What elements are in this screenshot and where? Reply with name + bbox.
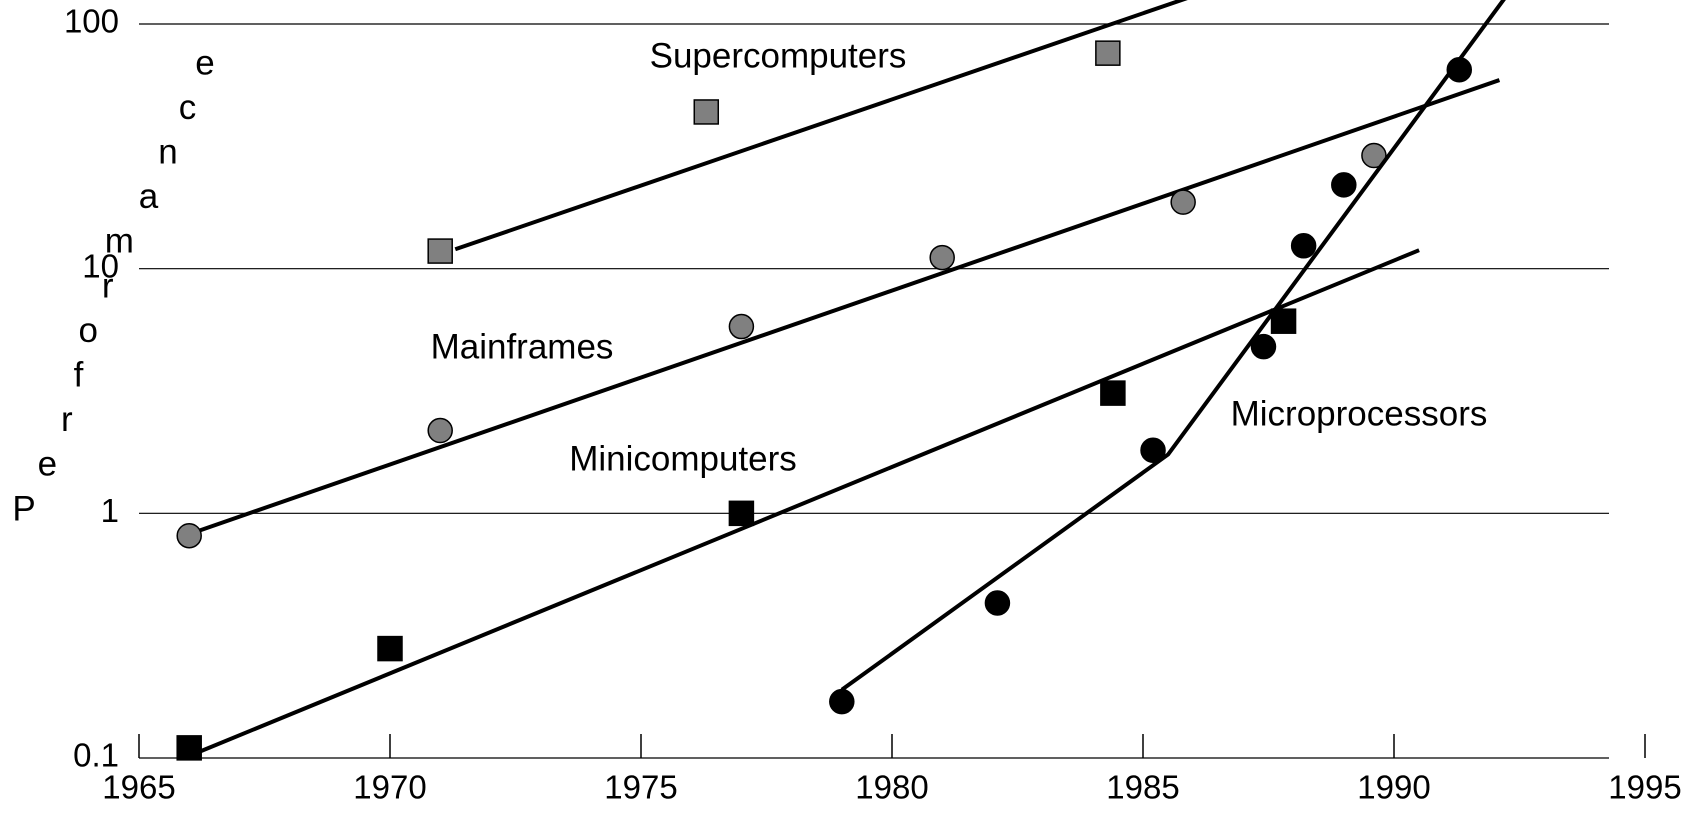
- point: [377, 635, 403, 662]
- x-tick-label: 1995: [1608, 769, 1681, 806]
- point: [1095, 40, 1121, 66]
- point: [1170, 189, 1196, 215]
- y-tick-label: 10: [82, 247, 119, 284]
- y-tick-label: 1: [101, 492, 119, 529]
- x-tick-label: 1985: [1106, 769, 1179, 806]
- y-tick-label: 0.1: [73, 737, 119, 774]
- x-tick-label: 1990: [1357, 769, 1430, 806]
- point: [984, 590, 1011, 616]
- point: [176, 522, 202, 549]
- trend-line: [198, 78, 1501, 533]
- trend-line: [454, 0, 1188, 252]
- y-tick-label: 100: [64, 3, 119, 40]
- point: [693, 99, 720, 125]
- point: [1270, 308, 1297, 334]
- x-tick-label: 1965: [102, 769, 175, 806]
- point: [728, 500, 755, 527]
- point: [1250, 333, 1277, 360]
- point: [829, 688, 855, 715]
- series-label: Supercomputers: [650, 36, 907, 75]
- point: [427, 238, 453, 264]
- point: [1446, 57, 1473, 83]
- point: [1290, 233, 1317, 259]
- trend-line: [840, 0, 1506, 692]
- trend-line: [183, 248, 1420, 760]
- x-tick-label: 1975: [604, 769, 677, 806]
- point: [1331, 172, 1357, 198]
- series-label: Microprocessors: [1231, 394, 1488, 433]
- point: [427, 417, 453, 444]
- series-label: Minicomputers: [569, 439, 797, 478]
- y-axis-label: Performance: [12, 43, 214, 528]
- point: [1140, 437, 1166, 464]
- series-label: Mainframes: [431, 327, 614, 366]
- x-tick-label: 1970: [353, 769, 426, 806]
- point: [929, 244, 955, 271]
- point: [728, 313, 755, 340]
- point: [176, 735, 202, 761]
- point: [1361, 142, 1387, 169]
- x-tick-label: 1980: [855, 769, 928, 806]
- point: [1100, 380, 1126, 406]
